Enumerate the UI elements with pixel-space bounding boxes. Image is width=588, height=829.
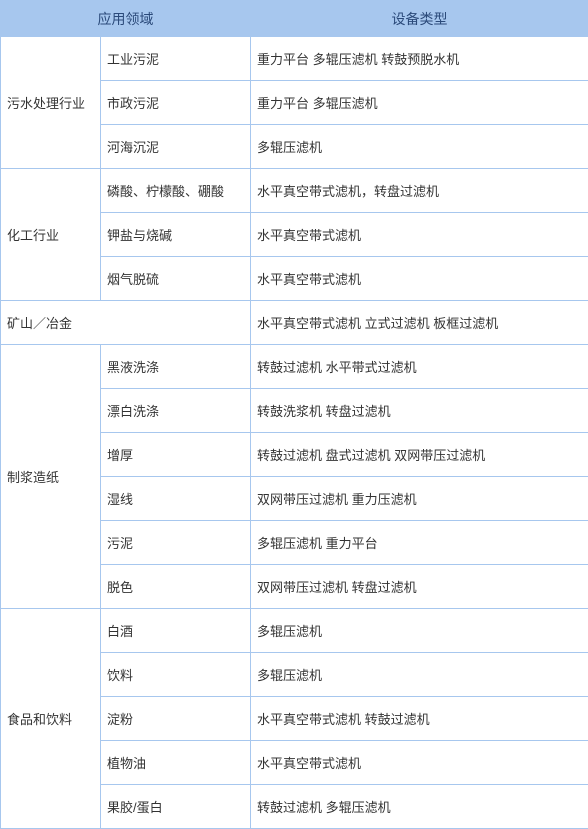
equipment-cell: 转鼓过滤机 多辊压滤机 — [251, 785, 588, 829]
table-header-row: 应用领域 设备类型 — [1, 1, 588, 37]
subcategory-cell: 淀粉 — [101, 697, 251, 741]
subcategory-cell: 植物油 — [101, 741, 251, 785]
subcategory-cell: 增厚 — [101, 433, 251, 477]
subcategory-cell: 黑液洗涤 — [101, 345, 251, 389]
equipment-cell: 双网带压过滤机 转盘过滤机 — [251, 565, 588, 609]
equipment-cell: 转鼓过滤机 盘式过滤机 双网带压过滤机 — [251, 433, 588, 477]
header-application: 应用领域 — [1, 1, 251, 37]
table-row: 食品和饮料白酒多辊压滤机 — [1, 609, 588, 653]
subcategory-cell: 污泥 — [101, 521, 251, 565]
equipment-cell: 水平真空带式滤机 立式过滤机 板框过滤机 — [251, 301, 588, 345]
table-row: 矿山／冶金水平真空带式滤机 立式过滤机 板框过滤机 — [1, 301, 588, 345]
category-cell: 制浆造纸 — [1, 345, 101, 609]
subcategory-cell: 烟气脱硫 — [101, 257, 251, 301]
subcategory-cell: 漂白洗涤 — [101, 389, 251, 433]
subcategory-cell: 白酒 — [101, 609, 251, 653]
header-equipment: 设备类型 — [251, 1, 588, 37]
equipment-cell: 转鼓洗浆机 转盘过滤机 — [251, 389, 588, 433]
equipment-cell: 多辊压滤机 — [251, 609, 588, 653]
equipment-table: 应用领域 设备类型 污水处理行业工业污泥重力平台 多辊压滤机 转鼓预脱水机市政污… — [0, 0, 588, 829]
subcategory-cell: 磷酸、柠檬酸、硼酸 — [101, 169, 251, 213]
equipment-cell: 重力平台 多辊压滤机 — [251, 81, 588, 125]
subcategory-cell: 饮料 — [101, 653, 251, 697]
table-row: 污水处理行业工业污泥重力平台 多辊压滤机 转鼓预脱水机 — [1, 37, 588, 81]
equipment-cell: 重力平台 多辊压滤机 转鼓预脱水机 — [251, 37, 588, 81]
category-cell: 矿山／冶金 — [1, 301, 251, 345]
subcategory-cell: 钾盐与烧碱 — [101, 213, 251, 257]
subcategory-cell: 工业污泥 — [101, 37, 251, 81]
category-cell: 食品和饮料 — [1, 609, 101, 829]
equipment-cell: 水平真空带式滤机 — [251, 213, 588, 257]
equipment-cell: 水平真空带式滤机 转鼓过滤机 — [251, 697, 588, 741]
subcategory-cell: 湿线 — [101, 477, 251, 521]
equipment-cell: 水平真空带式滤机，转盘过滤机 — [251, 169, 588, 213]
table-row: 化工行业磷酸、柠檬酸、硼酸水平真空带式滤机，转盘过滤机 — [1, 169, 588, 213]
subcategory-cell: 果胶/蛋白 — [101, 785, 251, 829]
equipment-cell: 双网带压过滤机 重力压滤机 — [251, 477, 588, 521]
equipment-cell: 多辊压滤机 — [251, 125, 588, 169]
table-row: 制浆造纸黑液洗涤转鼓过滤机 水平带式过滤机 — [1, 345, 588, 389]
subcategory-cell: 市政污泥 — [101, 81, 251, 125]
equipment-cell: 多辊压滤机 — [251, 653, 588, 697]
category-cell: 化工行业 — [1, 169, 101, 301]
equipment-cell: 转鼓过滤机 水平带式过滤机 — [251, 345, 588, 389]
subcategory-cell: 河海沉泥 — [101, 125, 251, 169]
equipment-cell: 水平真空带式滤机 — [251, 257, 588, 301]
equipment-cell: 多辊压滤机 重力平台 — [251, 521, 588, 565]
subcategory-cell: 脱色 — [101, 565, 251, 609]
equipment-cell: 水平真空带式滤机 — [251, 741, 588, 785]
category-cell: 污水处理行业 — [1, 37, 101, 169]
